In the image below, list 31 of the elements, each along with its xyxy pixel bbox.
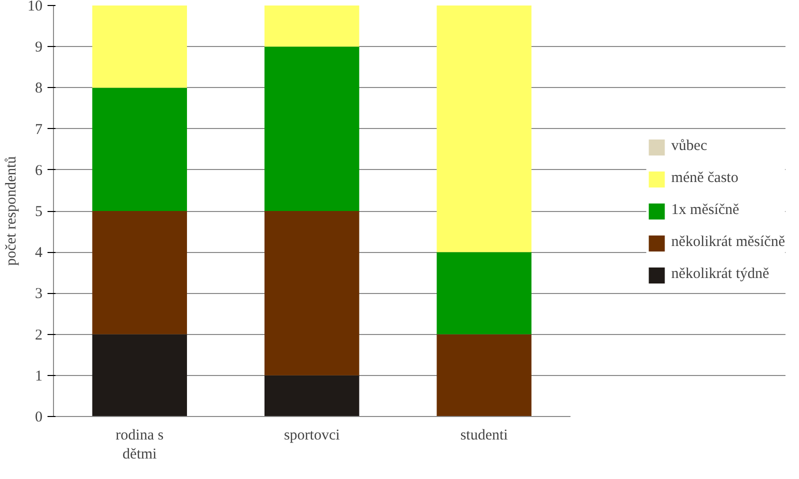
bar: [436, 334, 532, 416]
bar: [92, 88, 187, 211]
bar: [264, 46, 360, 211]
y-tick-label: 0: [35, 410, 42, 426]
y-tick-label: 5: [35, 204, 42, 220]
bar: [436, 252, 532, 334]
y-tick-label: 9: [35, 40, 42, 56]
y-axis-title: počet respondentů: [4, 156, 20, 266]
y-tick-label: 4: [35, 245, 43, 262]
bar: [436, 6, 532, 252]
x-tick-label: sportovci: [284, 428, 340, 444]
y-tick-label: 1: [35, 368, 42, 384]
y-tick-label: 6: [35, 162, 43, 179]
legend-label: několikrát měsíčně: [671, 234, 785, 251]
bar: [264, 375, 360, 416]
y-tick-label: 2: [35, 327, 42, 344]
y-tick-label: 10: [28, 0, 42, 14]
y-tick-label: 7: [35, 122, 43, 138]
bar: [264, 211, 360, 376]
bar: [92, 334, 187, 416]
x-tick-label: rodina s dětmi: [116, 428, 164, 463]
legend-label: vůbec: [671, 138, 708, 155]
bar: [92, 211, 187, 334]
y-tick-label: 8: [35, 80, 42, 97]
legend-label: 1x měsíčně: [671, 202, 740, 219]
y-tick-label: 3: [35, 286, 42, 302]
x-tick-label: studenti: [460, 428, 508, 444]
legend-label: několikrát týdně: [671, 266, 770, 283]
bar: [92, 6, 187, 88]
bar: [264, 6, 360, 47]
legend-label: méně často: [671, 170, 738, 187]
